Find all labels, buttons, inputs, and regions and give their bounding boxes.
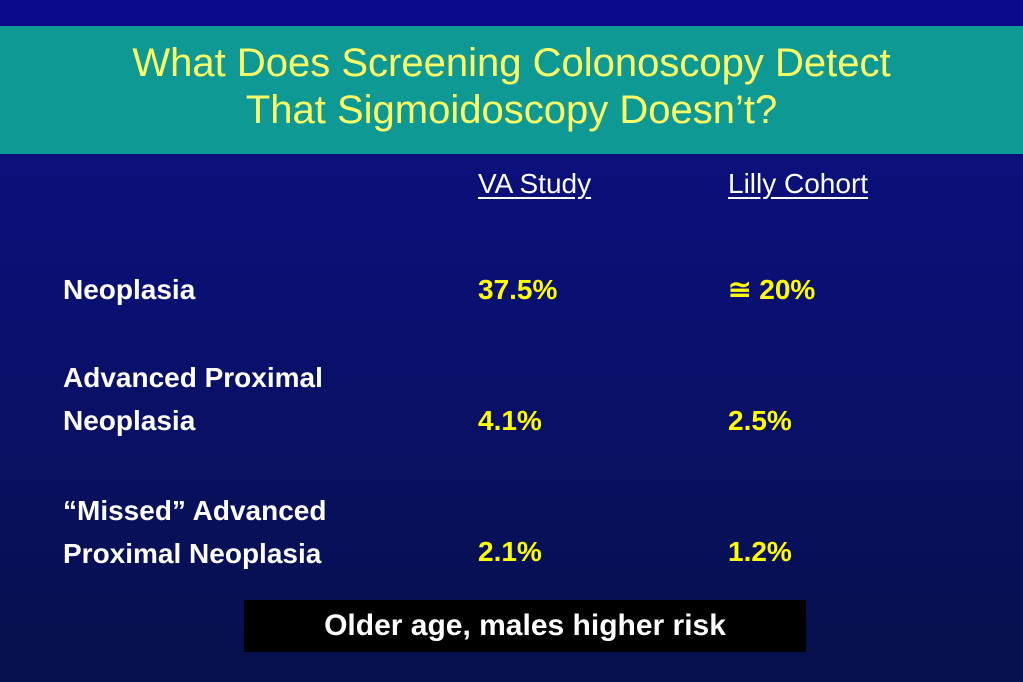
cell-advanced-proximal-lilly: 2.5%	[728, 405, 792, 436]
row-label-line: Proximal Neoplasia	[63, 538, 322, 569]
top-strip	[0, 0, 1023, 26]
row-label-line: Neoplasia	[63, 405, 196, 436]
footer-note: Older age, males higher risk	[244, 600, 806, 652]
row-label-neoplasia: Neoplasia	[63, 268, 195, 311]
row-label-line: Advanced Proximal	[63, 362, 323, 393]
row-label-advanced-proximal-neoplasia: Advanced Proximal Neoplasia	[63, 356, 323, 442]
column-header-va-study: VA Study	[478, 168, 592, 199]
row-label-missed-advanced-proximal-neoplasia: “Missed” Advanced Proximal Neoplasia	[63, 489, 326, 575]
cell-neoplasia-va: 37.5%	[478, 274, 558, 305]
cell-advanced-proximal-va: 4.1%	[478, 405, 542, 436]
slide-title: What Does Screening Colonoscopy Detect T…	[0, 40, 1023, 134]
slide-title-line-2: That Sigmoidoscopy Doesn’t?	[245, 88, 778, 132]
title-band	[0, 26, 1023, 154]
cell-missed-va: 2.1%	[478, 536, 542, 567]
column-header-lilly-cohort: Lilly Cohort	[728, 168, 869, 199]
row-label-line: “Missed” Advanced	[63, 495, 327, 526]
cell-missed-lilly: 1.2%	[728, 536, 792, 567]
cell-neoplasia-lilly: ≅ 20%	[728, 274, 816, 305]
slide-title-line-1: What Does Screening Colonoscopy Detect	[132, 41, 891, 85]
row-label-line: Neoplasia	[63, 274, 196, 305]
